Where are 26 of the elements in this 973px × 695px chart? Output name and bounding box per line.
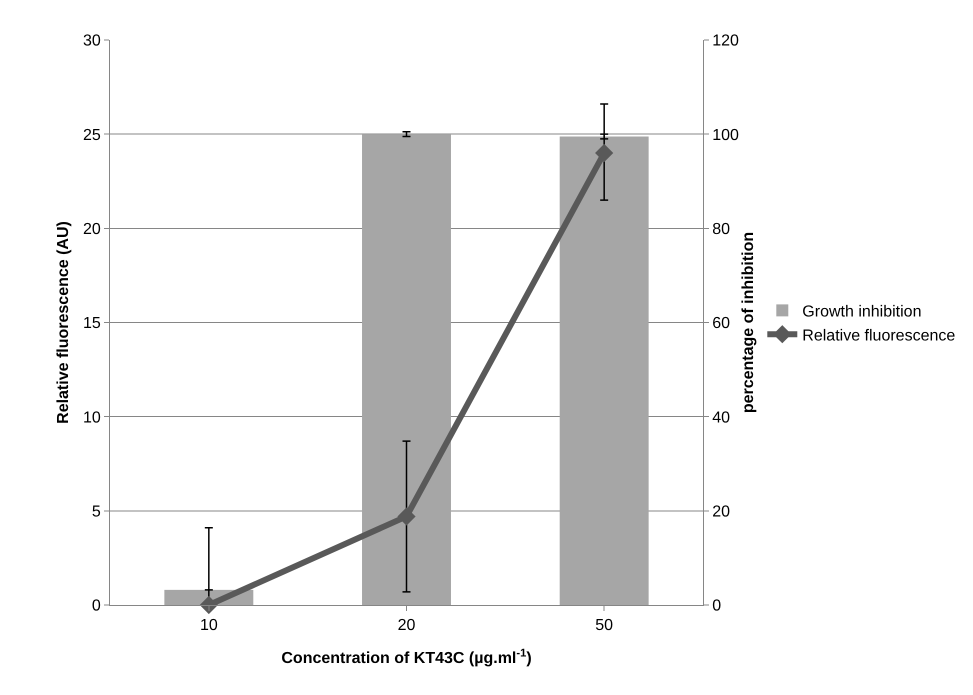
y-tick-label: 20 xyxy=(83,220,101,238)
y2-tick-label: 120 xyxy=(712,32,739,50)
bar xyxy=(560,136,649,605)
y2-tick-label: 40 xyxy=(712,409,730,426)
y-axis-title: Relative fluorescence (AU) xyxy=(55,221,72,424)
legend-label: Relative fluorescence xyxy=(802,327,956,344)
y2-tick-label: 20 xyxy=(712,503,730,520)
y2-tick-label: 80 xyxy=(712,220,730,238)
x-axis-title: Concentration of KT43C (µg.ml$^{-1}$) xyxy=(281,647,532,667)
bar xyxy=(362,134,451,605)
y-tick-label: 10 xyxy=(83,409,101,426)
y-tick-label: 5 xyxy=(92,503,101,520)
y-tick-label: 15 xyxy=(83,315,101,332)
x-tick-label: 50 xyxy=(595,617,614,634)
point xyxy=(397,507,416,526)
y2-tick-label: 0 xyxy=(712,598,722,615)
x-tick-label: 20 xyxy=(398,617,416,634)
point xyxy=(595,144,614,162)
y2-tick-label: 100 xyxy=(712,126,739,144)
legend-label: Growth inhibition xyxy=(802,304,922,321)
y2-tick-label: 60 xyxy=(712,315,730,332)
y-tick-label: 0 xyxy=(92,598,101,615)
y2-axis-title: percentage of inhibition xyxy=(740,232,757,414)
y-tick-label: 25 xyxy=(83,126,101,144)
x-tick-label: 10 xyxy=(200,617,218,634)
y-tick-label: 30 xyxy=(83,32,101,50)
